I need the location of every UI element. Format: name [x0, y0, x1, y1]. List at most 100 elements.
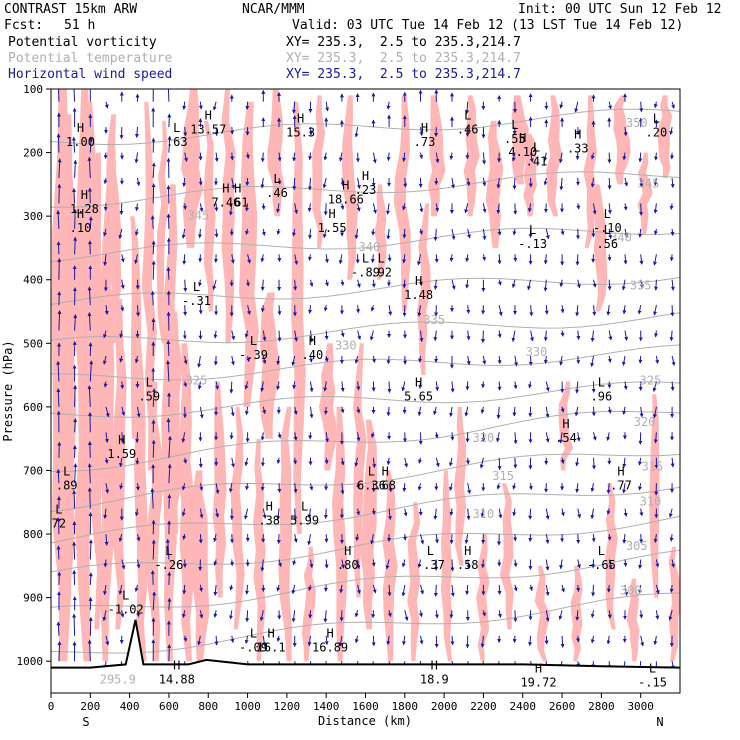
- wind-vector: [291, 355, 296, 367]
- wind-vector: [119, 483, 124, 490]
- wind-vector: [118, 533, 123, 543]
- wind-vector: [323, 584, 328, 592]
- wind-vector: [607, 534, 612, 541]
- wind-vector: [592, 203, 597, 215]
- wind-vector: [151, 162, 156, 179]
- theta-label: 345: [188, 208, 210, 222]
- wind-vector: [104, 534, 109, 546]
- wind-vector: [544, 305, 549, 315]
- wind-vector: [292, 152, 297, 162]
- pv-extremum-value: .10: [70, 221, 92, 235]
- wind-vector: [402, 152, 407, 162]
- pv-extremum-type: L: [146, 376, 153, 390]
- wind-vector: [496, 432, 500, 443]
- wind-vector: [529, 152, 534, 163]
- wind-vector: [121, 406, 126, 416]
- wind-vector: [72, 187, 77, 204]
- wind-vector: [623, 254, 628, 265]
- wind-vector: [198, 177, 203, 186]
- wind-vector: [278, 559, 282, 568]
- wind-vector: [276, 228, 281, 235]
- wind-vector: [136, 406, 141, 418]
- wind-vector: [323, 152, 328, 161]
- wind-vector: [512, 483, 517, 490]
- wind-vector: [134, 203, 139, 212]
- wind-vector: [653, 101, 658, 109]
- theta-label: 320: [634, 415, 656, 429]
- theta-label: 335: [630, 278, 652, 292]
- wind-vector: [670, 228, 675, 236]
- wind-vector: [260, 381, 265, 392]
- wind-vector: [529, 305, 534, 317]
- wind-vector: [639, 203, 644, 216]
- wind-vector: [104, 457, 109, 464]
- x-tick-label: 800: [198, 700, 218, 713]
- wind-vector: [338, 152, 343, 162]
- wind-vector: [293, 406, 298, 415]
- wind-vector: [214, 203, 219, 212]
- wind-vector: [214, 635, 219, 646]
- wind-vector: [73, 418, 78, 433]
- theta-label: 315: [642, 460, 664, 474]
- wind-vector: [513, 610, 518, 623]
- wind-vector: [418, 381, 423, 389]
- wind-vector: [417, 406, 422, 417]
- wind-vector: [513, 432, 518, 445]
- wind-vector: [669, 330, 674, 342]
- wind-vector: [87, 156, 92, 179]
- wind-vector: [71, 136, 76, 153]
- wind-vector: [245, 228, 250, 236]
- pv-extremum-value: 18.9: [420, 673, 449, 687]
- wind-vector: [496, 177, 501, 189]
- wind-vector: [417, 483, 422, 491]
- wind-vector: [653, 432, 658, 444]
- wind-vector: [449, 610, 454, 619]
- wind-vector: [450, 381, 455, 393]
- wind-vector: [592, 279, 597, 288]
- x-tick-label: 200: [80, 700, 100, 713]
- pv-extremum-type: L: [427, 544, 434, 558]
- wind-vector: [324, 330, 329, 340]
- wind-vector: [622, 406, 627, 415]
- wind-vector: [57, 641, 62, 662]
- pv-extremum-type: L: [250, 627, 257, 641]
- pv-region: [259, 292, 281, 439]
- wind-vector: [451, 279, 456, 290]
- wind-vector: [481, 381, 486, 389]
- y-tick-label: 300: [23, 210, 43, 223]
- pv-extremum-type: L: [598, 376, 605, 390]
- wind-vector: [244, 508, 249, 520]
- wind-vector: [102, 355, 107, 365]
- wind-vector: [150, 215, 155, 229]
- wind-vector: [151, 539, 156, 560]
- wind-vector: [466, 355, 471, 366]
- pv-extremum-type: L: [55, 503, 62, 517]
- wind-vector: [199, 203, 204, 213]
- wind-vector: [166, 340, 171, 357]
- pv-region: [134, 343, 149, 662]
- pv-region: [112, 298, 127, 630]
- wind-vector: [433, 406, 438, 416]
- wind-vector: [496, 406, 501, 420]
- wind-vector: [262, 406, 267, 415]
- wind-vector: [623, 381, 628, 390]
- wind-vector: [89, 360, 94, 382]
- wind-vector: [482, 177, 487, 187]
- wind-vector: [230, 406, 235, 417]
- wind-vector: [120, 305, 125, 312]
- y-tick-label: 400: [23, 274, 43, 287]
- pv-region: [161, 184, 178, 662]
- wind-vector: [199, 406, 204, 419]
- pv-extremum-value: .54: [555, 431, 577, 445]
- wind-vector: [671, 559, 675, 568]
- wind-vector: [451, 228, 456, 241]
- pv-extremum-type: L: [173, 121, 180, 135]
- wind-vector: [262, 330, 267, 342]
- wind-vector: [623, 203, 628, 211]
- pv-region: [253, 438, 266, 662]
- wind-vector: [638, 152, 643, 163]
- wind-vector: [244, 203, 249, 212]
- wind-vector: [309, 559, 314, 569]
- wind-vector: [56, 621, 61, 636]
- theta-label: 315: [492, 469, 514, 483]
